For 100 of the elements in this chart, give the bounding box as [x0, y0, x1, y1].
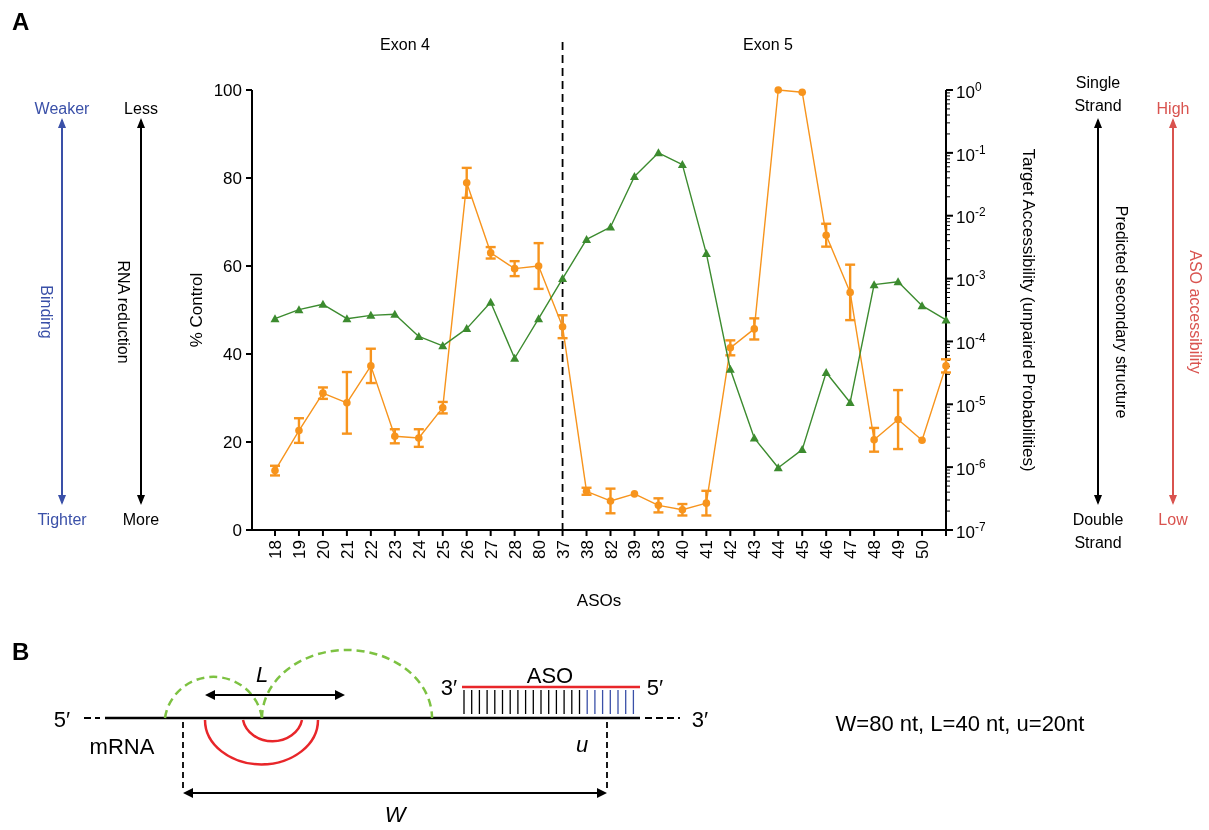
x-tick-label: 37	[553, 540, 573, 559]
point	[773, 463, 783, 472]
y2-tick-label: 10$^{-4}$	[956, 331, 986, 354]
point	[462, 179, 471, 187]
x-tick-label: 50	[913, 540, 933, 559]
y-tick-label: 80	[223, 168, 242, 188]
point	[677, 160, 687, 169]
text: Exon 4	[380, 36, 431, 53]
point	[295, 426, 303, 435]
point	[917, 301, 927, 310]
point	[366, 310, 376, 319]
point	[510, 353, 520, 362]
point	[367, 362, 375, 370]
point	[558, 322, 567, 331]
point	[629, 172, 639, 181]
point	[390, 309, 400, 318]
text: Predicted secondary structure	[1113, 205, 1130, 419]
x-tick-label: 80	[529, 540, 549, 559]
point	[750, 325, 759, 333]
text: Exon 5	[743, 36, 794, 53]
y2-tick-label: 10$^{-7}$	[956, 519, 986, 542]
point	[486, 297, 496, 306]
x-tick-label: 25	[433, 540, 453, 559]
y2-tick-label: 10$^{-6}$	[956, 456, 986, 479]
x-tick-label: 28	[505, 540, 525, 559]
point	[558, 274, 568, 283]
x-tick-label: 82	[601, 540, 621, 559]
x-tick-label: 19	[289, 540, 309, 559]
point	[343, 399, 351, 407]
text: Binding	[38, 285, 55, 339]
text: 3′	[691, 707, 709, 732]
text: W	[384, 802, 408, 827]
text: Single Strand	[1074, 74, 1122, 115]
x-tick-label: 24	[409, 540, 429, 559]
point	[918, 436, 926, 445]
point	[869, 280, 879, 289]
point	[798, 88, 807, 96]
x-tick-label: 40	[673, 540, 693, 559]
x-tick-label: 46	[817, 540, 837, 559]
x-tick-label: 43	[745, 540, 765, 559]
point	[846, 288, 854, 297]
text: B	[12, 638, 30, 665]
point	[630, 490, 639, 498]
text: u	[575, 732, 589, 757]
x-tick-label: 22	[361, 540, 381, 559]
point	[606, 222, 615, 231]
y-axis-title: % Control	[187, 272, 206, 348]
text: Double Strand	[1072, 511, 1124, 552]
y-tick-label: 40	[223, 344, 242, 364]
x-tick-label: 42	[721, 540, 741, 559]
x-axis-title: ASOs	[576, 591, 622, 610]
x-tick-label: 41	[697, 540, 717, 559]
point	[894, 415, 902, 424]
text: ASO	[526, 663, 574, 688]
point	[822, 231, 830, 239]
point	[726, 344, 735, 352]
point	[774, 86, 783, 94]
point	[342, 314, 352, 323]
text: ASO accessibility	[1187, 250, 1204, 374]
point	[294, 305, 304, 314]
text: mRNA	[89, 734, 155, 759]
point	[414, 331, 424, 340]
point	[510, 264, 519, 273]
y-tick-label: 60	[223, 256, 242, 276]
x-tick-label: 20	[313, 540, 333, 559]
text: 5′	[646, 675, 664, 700]
x-tick-label: 27	[481, 540, 501, 559]
point	[606, 497, 615, 505]
x-tick-label: 18	[266, 540, 285, 559]
point	[797, 445, 807, 454]
y-tick-label: 0	[232, 520, 242, 540]
y2-tick-label: 10$^{-1}$	[956, 142, 986, 165]
point	[821, 368, 831, 377]
text: L	[255, 662, 269, 687]
text: W=80 nt, L=40 nt, u=20nt	[835, 711, 1085, 736]
text: RNA reduction	[115, 260, 132, 364]
x-tick-label: 48	[865, 540, 885, 559]
x-tick-label: 21	[337, 540, 357, 559]
text: A	[12, 8, 30, 35]
y2-axis-title: Target Accessibility (unpaired Probabilities)	[1019, 148, 1038, 472]
point	[414, 434, 423, 442]
text: Tighter	[37, 511, 88, 528]
text: 5′	[53, 707, 71, 732]
y2-tick-label: 10$^{-3}$	[956, 268, 986, 291]
y2-tick-label: 10$^{0}$	[956, 79, 982, 102]
text: Less	[124, 100, 158, 117]
y-tick-label: 20	[223, 432, 242, 452]
x-tick-label: 38	[577, 540, 597, 559]
point	[701, 249, 711, 258]
point	[318, 299, 328, 308]
y-tick-label: 100	[213, 80, 242, 100]
point	[534, 262, 543, 270]
x-tick-label: 26	[457, 540, 477, 559]
x-tick-label: 45	[793, 540, 813, 559]
text: Low	[1158, 511, 1189, 528]
point	[845, 397, 855, 406]
x-tick-label: 49	[889, 540, 909, 559]
point	[749, 433, 759, 442]
point	[941, 315, 951, 324]
text: High	[1156, 100, 1190, 117]
